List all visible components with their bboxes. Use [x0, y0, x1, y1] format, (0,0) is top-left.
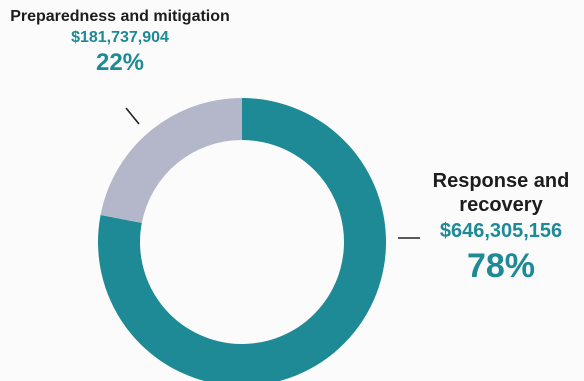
slice-label-percent: 78% [466, 246, 536, 285]
leader-line-preparedness [125, 107, 140, 125]
label-response: Response and recovery $646,305,156 78% [418, 170, 584, 286]
donut-slice-preparedness-mitigation [100, 98, 243, 223]
donut-slice-response-recovery [98, 98, 386, 381]
slice-label-name: Preparedness and mitigation [10, 8, 230, 25]
slice-label-amount: $646,305,156 [439, 220, 563, 243]
slice-label-amount: $181,737,904 [71, 28, 169, 46]
slice-label-name: Response and recovery [432, 170, 570, 216]
label-preparedness: Preparedness and mitigation $181,737,904… [10, 8, 230, 77]
slice-label-percent: 22% [95, 48, 145, 76]
